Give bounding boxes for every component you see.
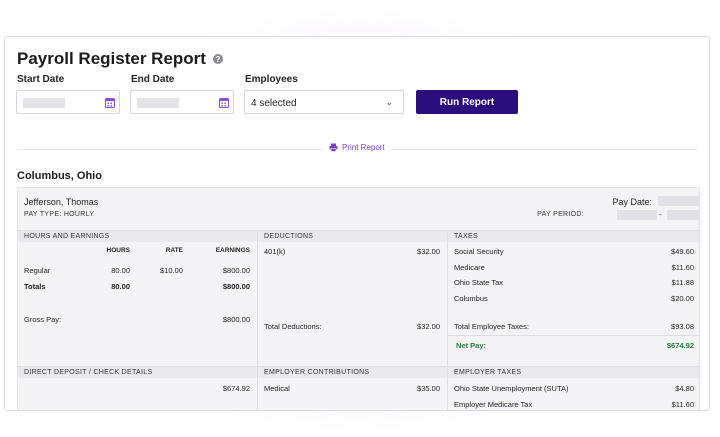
tax-label: Ohio State Tax — [454, 278, 504, 287]
pay-type: PAY TYPE: HOURLY — [24, 211, 95, 218]
employees-select[interactable]: 4 selected ⌄ — [244, 90, 404, 114]
employer-tax-value: $4.80 — [675, 384, 694, 393]
location-heading: Columbus, Ohio — [17, 170, 102, 182]
end-date-label: End Date — [131, 74, 175, 85]
employees-select-value: 4 selected — [251, 98, 297, 109]
printer-icon — [329, 143, 338, 152]
calendar-icon[interactable] — [105, 97, 115, 108]
end-date-input[interactable] — [130, 90, 234, 114]
tax-value: $20.00 — [671, 294, 694, 303]
net-pay-label: Net Pay: — [456, 341, 487, 350]
employer-contributions-header: EMPLOYER CONTRIBUTIONS — [258, 366, 447, 378]
run-report-button[interactable]: Run Report — [416, 90, 518, 114]
taxes-header: TAXES — [448, 230, 699, 242]
employer-tax-label: Ohio State Unemployment (SUTA) — [454, 384, 569, 393]
pay-period-end-placeholder — [667, 210, 699, 220]
pay-period-separator: - — [659, 210, 662, 219]
employer-tax-label: Employer Medicare Tax — [454, 400, 533, 409]
gross-pay-value: $800.00 — [222, 315, 250, 324]
tax-value: $11.60 — [671, 263, 694, 272]
employer-contribution-label: Medical — [264, 384, 290, 393]
calendar-icon[interactable] — [219, 97, 229, 108]
deduction-value: $32.00 — [417, 247, 440, 256]
employee-report: Jefferson, Thomas PAY TYPE: HOURLY Pay D… — [17, 187, 700, 410]
earnings-col-header: EARNINGS — [215, 247, 250, 254]
tax-label: Medicare — [454, 263, 485, 272]
direct-deposit-value: $674.92 — [222, 384, 250, 393]
hours-header: HOURS AND EARNINGS — [18, 230, 257, 242]
title-row: Payroll Register Report ? — [17, 49, 223, 69]
gross-pay-label: Gross Pay: — [24, 315, 62, 324]
employer-contribution-value: $35.00 — [417, 384, 440, 393]
tax-label: Columbus — [454, 294, 488, 303]
column-divider — [257, 230, 258, 410]
tax-value: $49.60 — [671, 247, 694, 256]
rate-col-header: RATE — [165, 247, 183, 254]
start-date-placeholder — [23, 98, 65, 108]
total-deductions-label: Total Deductions: — [264, 322, 322, 331]
end-date-placeholder — [137, 98, 179, 108]
employer-taxes-header: EMPLOYER TAXES — [448, 366, 699, 378]
pay-date-label: Pay Date: — [612, 197, 652, 207]
regular-rate: $10.00 — [160, 266, 183, 275]
regular-label: Regular — [24, 266, 51, 275]
regular-hours: 80.00 — [111, 266, 130, 275]
help-icon[interactable]: ? — [212, 54, 223, 64]
hours-col-header: HOURS — [106, 247, 130, 254]
start-date-input[interactable] — [16, 90, 120, 114]
print-report-link[interactable]: Print Report — [323, 143, 391, 152]
print-report-label: Print Report — [342, 143, 385, 152]
totals-label: Totals — [24, 282, 46, 291]
totals-earnings: $800.00 — [222, 282, 250, 291]
employee-name: Jefferson, Thomas — [24, 197, 99, 207]
report-card: Payroll Register Report ? Start Date End… — [4, 36, 710, 411]
total-employee-taxes-label: Total Employee Taxes: — [454, 322, 529, 331]
net-pay-divider — [448, 335, 699, 336]
employees-label: Employees — [245, 74, 298, 85]
pay-period-start-placeholder — [617, 210, 657, 220]
start-date-label: Start Date — [17, 74, 65, 85]
chevron-down-icon: ⌄ — [385, 97, 393, 107]
employer-tax-value: $11.60 — [671, 400, 694, 409]
column-divider — [447, 230, 448, 410]
totals-hours: 80.00 — [111, 282, 130, 291]
total-deductions-value: $32.00 — [417, 322, 440, 331]
net-pay-value: $674.92 — [666, 341, 694, 350]
deduction-label: 401(k) — [264, 247, 286, 256]
total-employee-taxes-value: $93.08 — [671, 322, 694, 331]
pay-date-value-placeholder — [658, 196, 699, 206]
tax-label: Social Security — [454, 247, 504, 256]
regular-earnings: $800.00 — [222, 266, 250, 275]
deductions-header: DEDUCTIONS — [258, 230, 447, 242]
direct-deposit-header: DIRECT DEPOSIT / CHECK DETAILS — [18, 366, 257, 378]
page-title: Payroll Register Report — [17, 49, 206, 68]
tax-value: $11.88 — [671, 278, 694, 287]
pay-period-label: PAY PERIOD: — [537, 211, 584, 218]
